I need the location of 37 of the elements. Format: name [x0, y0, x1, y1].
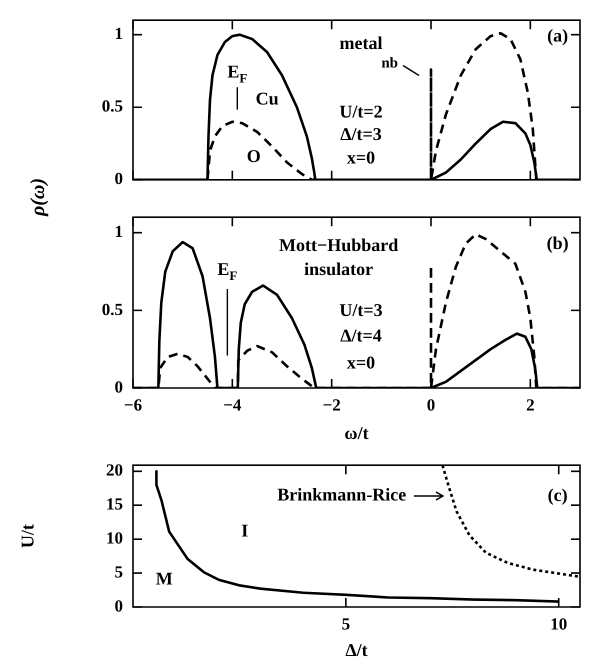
- annotation: x=0: [346, 148, 376, 168]
- y-tick-label: 0: [114, 377, 123, 396]
- y-axis-title: U/t: [17, 524, 38, 548]
- annotation: U/t=3: [339, 300, 383, 320]
- x-tick-label: −6: [124, 396, 142, 415]
- annotation: Δ/t=4: [340, 325, 382, 346]
- x-tick-label: 0: [426, 396, 436, 415]
- y-tick-label: 15: [106, 494, 123, 514]
- annotation: Brinkmann-Rice: [277, 484, 406, 504]
- x-axis-title: Δ/t: [345, 640, 368, 660]
- annotation: (c): [548, 485, 568, 506]
- annotation: Mott−Hubbard insulator: [278, 234, 398, 279]
- annotation: Δ/t=3: [340, 124, 382, 144]
- annotation: I: [241, 520, 248, 540]
- annotation: x=0: [346, 352, 376, 373]
- annotation: metal: [339, 32, 382, 53]
- annotation: (a): [547, 26, 568, 46]
- series-label: Cu: [256, 88, 279, 109]
- y-axis-title: ρ(ω): [26, 176, 50, 218]
- y-tick-label: 5: [114, 562, 123, 582]
- y-tick-label: 1: [114, 24, 123, 44]
- x-tick-label: −4: [223, 396, 242, 415]
- y-tick-label: 0: [114, 596, 123, 616]
- x-axis-title: ω/t: [344, 422, 369, 443]
- annotation: M: [156, 568, 173, 589]
- y-tick-label: 10: [106, 528, 123, 548]
- series-label: O: [246, 146, 261, 166]
- annotation: (b): [546, 233, 569, 254]
- y-tick-label: 0.5: [102, 96, 123, 116]
- y-tick-label: 0.5: [102, 300, 123, 319]
- x-tick-label: 2: [526, 396, 535, 415]
- y-tick-label: 0: [114, 169, 123, 188]
- annotation: nb: [381, 55, 398, 72]
- annotation: U/t=2: [339, 101, 383, 122]
- y-tick-label: 20: [106, 460, 123, 480]
- y-tick-label: 1: [114, 222, 123, 242]
- x-tick-label: −2: [322, 396, 341, 415]
